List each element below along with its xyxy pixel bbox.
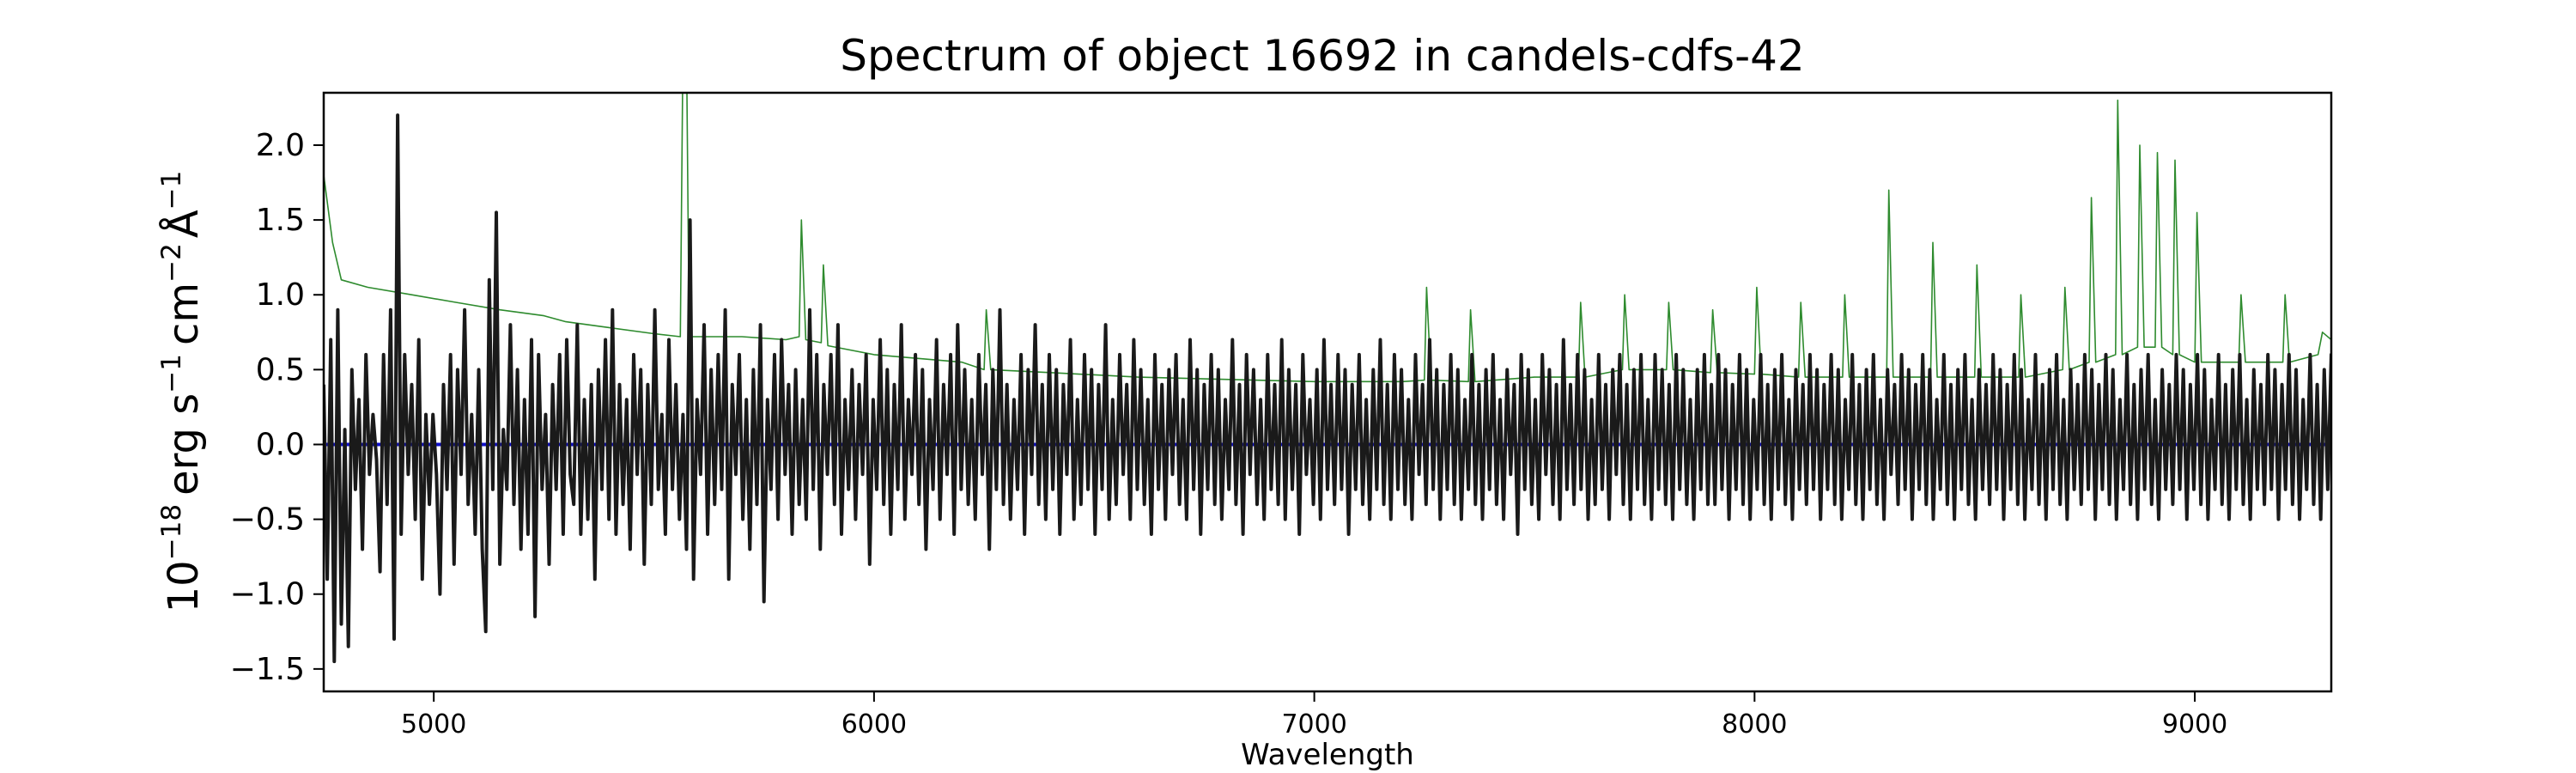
y-label-exp-s: −1 (156, 354, 187, 393)
x-axis: 5000 6000 7000 8000 9000 (401, 691, 2227, 740)
y-tick-label: −0.5 (230, 502, 305, 538)
x-tick-label: 7000 (1281, 709, 1346, 740)
y-label-exp-base: −18 (156, 504, 187, 560)
x-tick-label: 6000 (841, 709, 907, 740)
y-tick-label: 0.0 (256, 427, 305, 462)
y-label-erg: erg s (160, 393, 208, 496)
chart-title: Spectrum of object 16692 in candels-cdfs… (840, 31, 1805, 81)
y-axis: −1.5 −1.0 −0.5 0.0 0.5 1.0 1.5 2.0 (230, 128, 324, 687)
series-layer (324, 93, 2331, 664)
y-label-base: 10 (160, 560, 208, 612)
y-tick-label: 0.5 (256, 352, 305, 387)
x-tick-label: 5000 (401, 709, 466, 740)
y-label-exp-cm: −2 (156, 243, 187, 283)
x-tick-label: 9000 (2162, 709, 2227, 740)
plot-frame (322, 91, 2333, 693)
series-line-1 (324, 93, 2331, 383)
y-tick-label: 2.0 (256, 128, 305, 163)
series-line-0 (324, 113, 2331, 664)
y-label-exp-a: −1 (156, 171, 187, 210)
y-axis-label: 10−18erg s−1cm−2Å−1 (156, 171, 208, 613)
y-tick-label: −1.5 (230, 652, 305, 687)
x-axis-label: Wavelength (1241, 738, 1414, 772)
plot-area (322, 91, 2333, 693)
y-tick-label: −1.0 (230, 577, 305, 612)
y-tick-label: 1.5 (256, 203, 305, 238)
y-label-angstrom: Å (159, 210, 208, 238)
x-tick-label: 8000 (1722, 709, 1787, 740)
y-label-cm: cm (160, 283, 208, 345)
y-tick-label: 1.0 (256, 277, 305, 313)
